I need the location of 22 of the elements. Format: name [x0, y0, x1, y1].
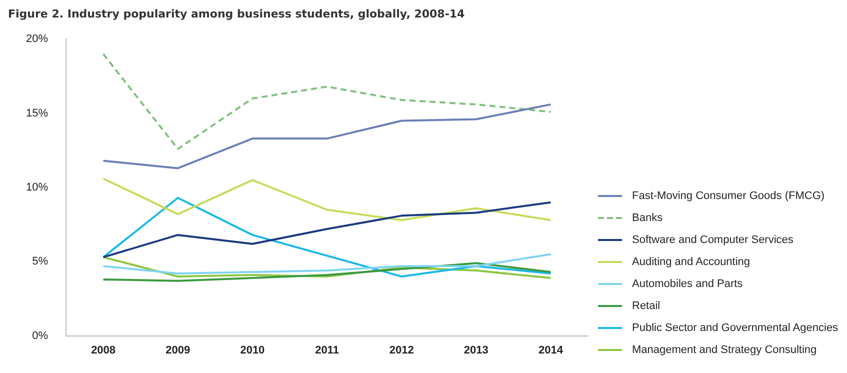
- y-tick-label: 15%: [26, 107, 48, 120]
- legend-label: Management and Strategy Consulting: [632, 344, 817, 356]
- legend-label: Fast-Moving Consumer Goods (FMCG): [632, 190, 825, 202]
- legend-label: Retail: [632, 300, 660, 312]
- legend-label: Auditing and Accounting: [632, 256, 750, 268]
- line-series: [102, 53, 552, 150]
- x-tick-label: 2014: [538, 344, 564, 356]
- y-tick-label: 10%: [26, 182, 48, 194]
- chart-title: Figure 2. Industry popularity among business students, globally, 2008-14: [8, 7, 466, 20]
- y-tick-label: 5%: [32, 256, 48, 268]
- y-tick-label: 0%: [32, 330, 48, 342]
- x-tick-label: 2009: [166, 344, 190, 356]
- x-tick-label: 2010: [240, 344, 265, 356]
- y-tick-label: 20%: [26, 33, 48, 46]
- legend-label: Automobiles and Parts: [632, 278, 743, 290]
- x-tick-label: 2008: [91, 344, 116, 356]
- x-tick-label: 2011: [315, 344, 339, 356]
- x-tick-label: 2012: [389, 344, 414, 356]
- legend-label: Banks: [632, 212, 663, 224]
- legend-label: Public Sector and Governmental Agencies: [632, 322, 838, 334]
- x-tick-label: 2013: [464, 344, 488, 356]
- legend-label: Software and Computer Services: [632, 234, 794, 246]
